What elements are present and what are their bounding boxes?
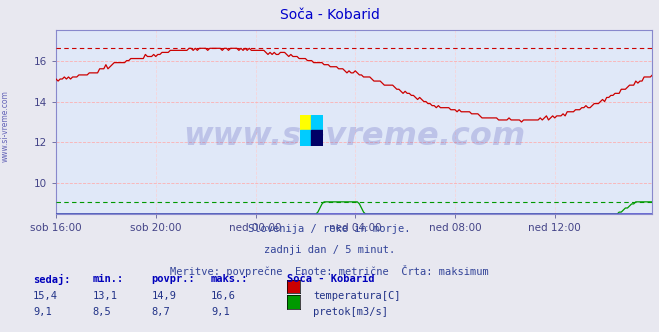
Text: Soča - Kobarid: Soča - Kobarid [287,274,374,284]
Text: www.si-vreme.com: www.si-vreme.com [183,121,525,152]
Text: 8,5: 8,5 [92,307,111,317]
Text: 15,4: 15,4 [33,291,58,301]
Text: zadnji dan / 5 minut.: zadnji dan / 5 minut. [264,245,395,255]
Text: Meritve: povprečne  Enote: metrične  Črta: maksimum: Meritve: povprečne Enote: metrične Črta:… [170,265,489,277]
Text: 16,6: 16,6 [211,291,236,301]
Text: temperatura[C]: temperatura[C] [313,291,401,301]
Text: povpr.:: povpr.: [152,274,195,284]
Bar [312,115,323,130]
Text: 9,1: 9,1 [33,307,51,317]
Text: min.:: min.: [92,274,123,284]
Text: 9,1: 9,1 [211,307,229,317]
Bar [300,115,312,130]
Text: 13,1: 13,1 [92,291,117,301]
Bar [312,130,323,146]
Text: 14,9: 14,9 [152,291,177,301]
Text: 8,7: 8,7 [152,307,170,317]
Text: maks.:: maks.: [211,274,248,284]
Text: pretok[m3/s]: pretok[m3/s] [313,307,388,317]
Text: www.si-vreme.com: www.si-vreme.com [1,90,10,162]
Text: Soča - Kobarid: Soča - Kobarid [279,8,380,22]
Text: sedaj:: sedaj: [33,274,71,285]
Bar [300,130,312,146]
Text: Slovenija / reke in morje.: Slovenija / reke in morje. [248,224,411,234]
